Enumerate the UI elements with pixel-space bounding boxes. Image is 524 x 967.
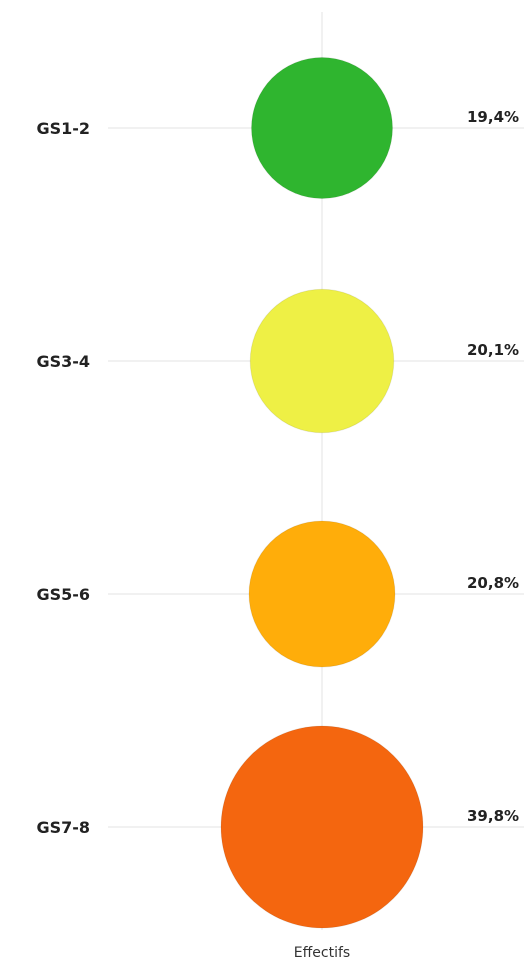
- value-label: 19,4%: [467, 108, 519, 126]
- category-label: GS7-8: [36, 818, 90, 837]
- category-label: GS3-4: [36, 352, 90, 371]
- bubble-gs3-4[interactable]: [249, 288, 395, 434]
- category-label: GS1-2: [36, 119, 90, 138]
- x-axis-label: Effectifs: [294, 945, 350, 961]
- value-label: 20,1%: [467, 341, 519, 359]
- value-label: 20,8%: [467, 574, 519, 592]
- value-label: 39,8%: [467, 807, 519, 825]
- category-labels: GS1-2 GS3-4 GS5-6 GS7-8: [36, 119, 90, 837]
- value-labels: 19,4% 20,1% 20,8% 39,8%: [467, 108, 519, 825]
- bubble-gs1-2[interactable]: [251, 57, 393, 199]
- bubbles: [220, 57, 424, 929]
- category-label: GS5-6: [36, 585, 90, 604]
- bubble-gs7-8[interactable]: [220, 725, 424, 929]
- bubble-gs5-6[interactable]: [248, 520, 396, 668]
